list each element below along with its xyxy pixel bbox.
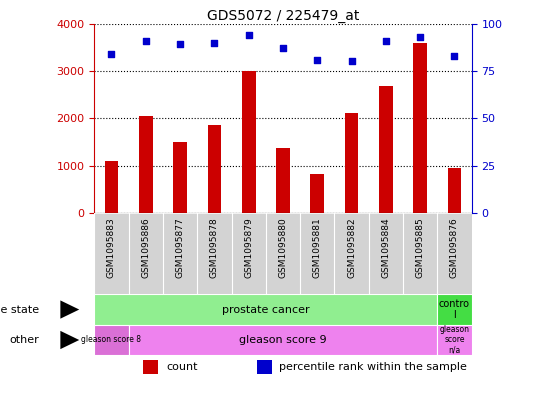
Point	[382, 37, 390, 44]
Text: GSM1095879: GSM1095879	[244, 217, 253, 278]
Text: GSM1095877: GSM1095877	[176, 217, 184, 278]
Text: count: count	[166, 362, 197, 372]
Title: GDS5072 / 225479_at: GDS5072 / 225479_at	[207, 9, 359, 22]
Text: GSM1095884: GSM1095884	[382, 217, 390, 278]
Bar	[379, 86, 393, 213]
Polygon shape	[60, 300, 79, 319]
Bar	[129, 325, 437, 355]
Point	[107, 51, 116, 57]
Bar	[413, 42, 427, 213]
Point	[450, 53, 459, 59]
Text: gleason
score
n/a: gleason score n/a	[439, 325, 469, 355]
Text: GSM1095886: GSM1095886	[141, 217, 150, 278]
Point	[176, 41, 184, 48]
Bar	[105, 161, 119, 213]
Bar	[310, 174, 324, 213]
Text: percentile rank within the sample: percentile rank within the sample	[279, 362, 467, 372]
Text: GSM1095876: GSM1095876	[450, 217, 459, 278]
Bar	[257, 360, 272, 374]
Text: gleason score 9: gleason score 9	[239, 335, 327, 345]
Point	[347, 58, 356, 64]
Text: GSM1095882: GSM1095882	[347, 217, 356, 278]
Bar	[276, 148, 290, 213]
Text: gleason score 8: gleason score 8	[81, 336, 141, 345]
Text: disease state: disease state	[0, 305, 39, 314]
Text: other: other	[10, 335, 39, 345]
Text: GSM1095878: GSM1095878	[210, 217, 219, 278]
Text: prostate cancer: prostate cancer	[222, 305, 309, 314]
Bar	[345, 113, 358, 213]
Polygon shape	[60, 331, 79, 349]
Bar	[94, 325, 129, 355]
Bar	[173, 142, 187, 213]
Bar	[437, 325, 472, 355]
Bar	[437, 294, 472, 325]
Bar	[242, 71, 255, 213]
Bar	[139, 116, 153, 213]
Bar	[143, 360, 158, 374]
Bar	[447, 167, 461, 213]
Text: GSM1095881: GSM1095881	[313, 217, 322, 278]
Text: GSM1095885: GSM1095885	[416, 217, 425, 278]
Point	[313, 57, 322, 63]
Bar	[208, 125, 221, 213]
Point	[141, 37, 150, 44]
Point	[244, 32, 253, 38]
Point	[279, 45, 287, 51]
Text: GSM1095880: GSM1095880	[279, 217, 287, 278]
Point	[416, 34, 425, 40]
Text: GSM1095883: GSM1095883	[107, 217, 116, 278]
Text: contro
l: contro l	[439, 299, 470, 320]
Point	[210, 39, 219, 46]
